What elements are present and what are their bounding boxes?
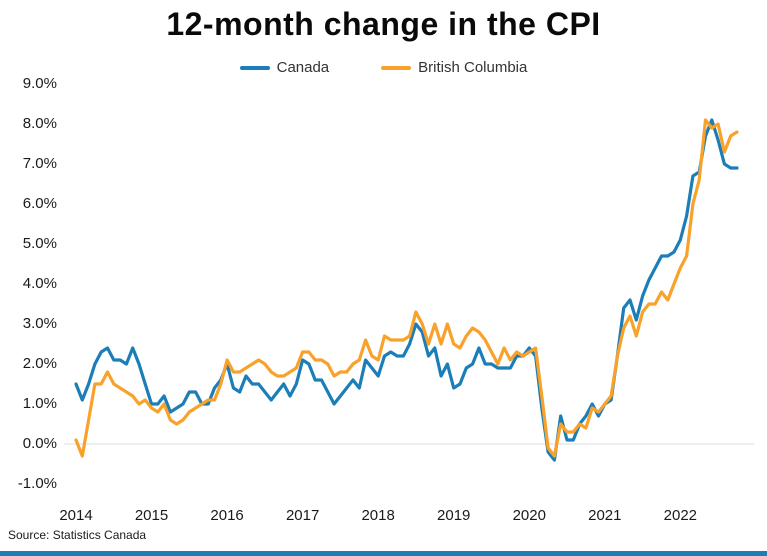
x-tick-label: 2022 <box>663 507 698 524</box>
y-tick-label: 0.0% <box>22 435 57 452</box>
series-line-canada <box>74 118 739 462</box>
y-tick-label: 1.0% <box>22 395 57 412</box>
footer-accent-bar <box>0 551 767 556</box>
x-tick-label: 2018 <box>361 507 395 524</box>
source-note: Source: Statistics Canada <box>8 528 147 542</box>
x-tick-label: 2017 <box>285 507 320 524</box>
x-tick-label: 2014 <box>59 507 93 524</box>
legend-item-canada: Canada <box>239 59 330 76</box>
legend: Canada British Columbia <box>0 59 767 76</box>
x-tick-label: 2021 <box>588 507 622 524</box>
y-tick-label: -1.0% <box>17 475 57 492</box>
legend-swatch-british-columbia-icon <box>381 65 412 70</box>
y-tick-label: 3.0% <box>22 315 57 332</box>
y-tick-label: 4.0% <box>22 275 57 292</box>
x-tick-label: 2020 <box>512 507 546 524</box>
x-tick-label: 2015 <box>134 507 169 524</box>
y-tick-label: 7.0% <box>22 155 57 172</box>
legend-item-british-columbia: British Columbia <box>381 59 527 76</box>
series-line-british-columbia <box>74 118 739 458</box>
legend-swatch-canada-icon <box>239 65 270 70</box>
y-tick-label: 6.0% <box>22 195 57 212</box>
y-tick-label: 5.0% <box>22 235 57 252</box>
legend-label-canada: Canada <box>276 59 330 76</box>
x-tick-label: 2019 <box>437 507 471 524</box>
y-tick-label: 9.0% <box>22 75 57 92</box>
legend-label-british-columbia: British Columbia <box>418 59 528 76</box>
y-tick-label: 2.0% <box>22 355 57 372</box>
y-tick-label: 8.0% <box>22 115 57 132</box>
x-tick-label: 2016 <box>210 507 244 524</box>
chart-title: 12-month change in the CPI <box>166 6 601 42</box>
